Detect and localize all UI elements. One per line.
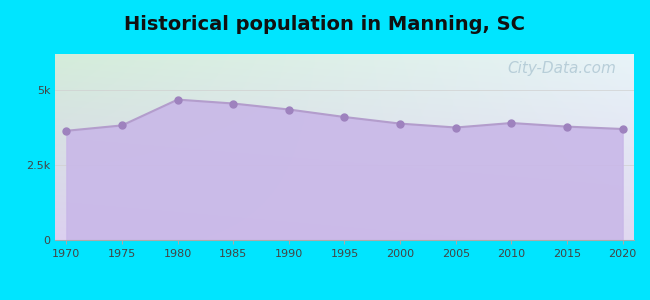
Point	[228, 101, 239, 106]
Point	[61, 128, 72, 133]
Point	[562, 124, 572, 129]
Point	[117, 123, 127, 128]
Text: City-Data.com: City-Data.com	[508, 61, 616, 76]
Point	[172, 97, 183, 102]
Point	[450, 125, 461, 130]
Point	[395, 121, 406, 126]
Point	[506, 121, 517, 125]
Text: Historical population in Manning, SC: Historical population in Manning, SC	[125, 15, 525, 34]
Point	[283, 107, 294, 112]
Point	[618, 127, 628, 131]
Point	[339, 115, 350, 119]
